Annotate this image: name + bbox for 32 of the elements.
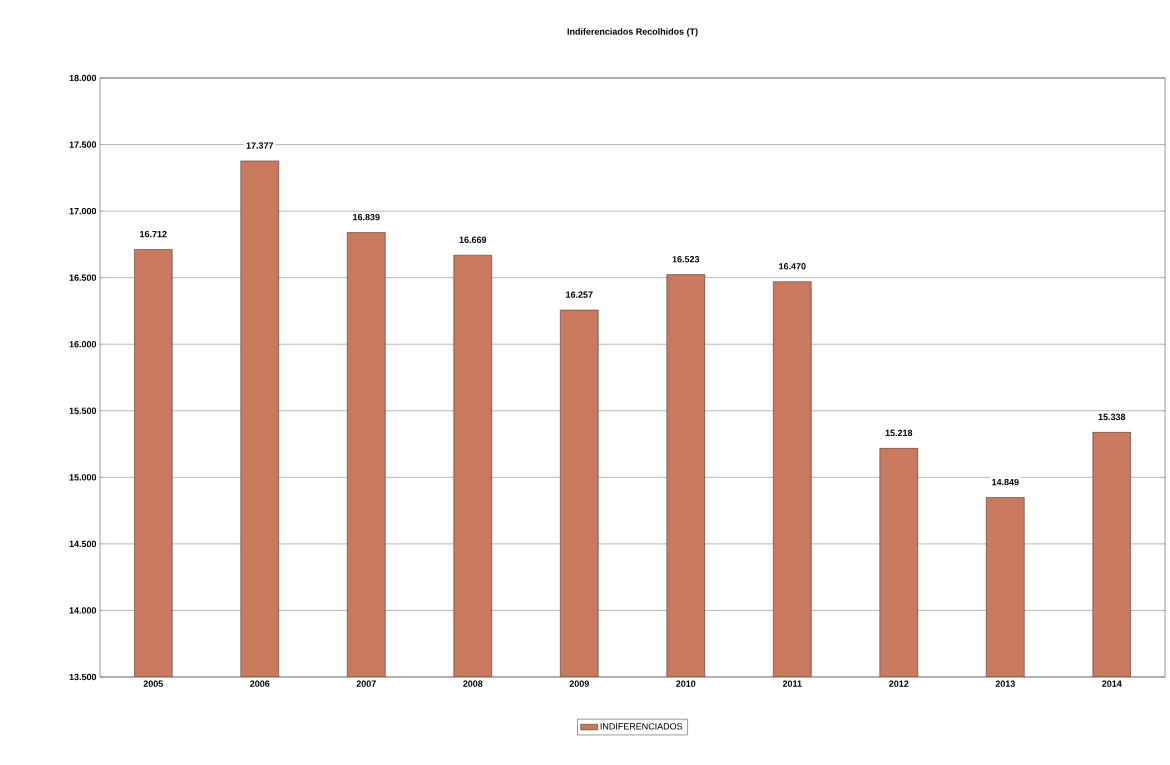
x-tick-label: 2012 [889, 680, 909, 687]
x-tick-label: 2009 [569, 680, 589, 687]
x-tick-label: 2011 [782, 680, 802, 687]
y-tick-label: 14.500 [69, 540, 97, 548]
y-tick-label: 18.000 [69, 74, 97, 82]
x-tick-label: 2007 [356, 680, 376, 687]
y-tick-label: 16.500 [69, 274, 97, 281]
legend-label: INDIFERENCIADOS [600, 723, 683, 730]
x-tick-label: 2014 [1102, 680, 1122, 687]
y-tick-label: 13.500 [69, 673, 97, 681]
data-label: 15.338 [1098, 413, 1126, 421]
y-tick-label: 17.000 [69, 207, 97, 215]
x-tick-label: 2006 [250, 680, 270, 687]
x-tick-label: 2013 [995, 680, 1015, 687]
y-tick-label: 17.500 [69, 141, 97, 148]
data-label: 16.470 [779, 263, 806, 270]
data-label: 16.839 [353, 213, 380, 221]
data-label: 16.712 [140, 230, 167, 238]
data-label: 15.218 [885, 429, 913, 437]
y-tick-label: 15.500 [69, 407, 97, 414]
x-tick-label: 2005 [143, 680, 163, 687]
y-tick-label: 16.000 [69, 341, 97, 348]
data-label: 16.257 [566, 291, 593, 298]
data-label: 17.377 [246, 142, 274, 149]
data-label: 16.523 [672, 256, 700, 263]
x-tick-label: 2008 [463, 680, 483, 687]
y-tick-label: 15.000 [69, 474, 97, 481]
y-tick-label: 14.000 [69, 607, 97, 614]
chart-title: Indiferenciados Recolhidos (T) [567, 28, 698, 37]
data-label: 14.849 [992, 478, 1019, 486]
x-tick-label: 2010 [676, 680, 696, 687]
data-label: 16.669 [459, 236, 487, 243]
